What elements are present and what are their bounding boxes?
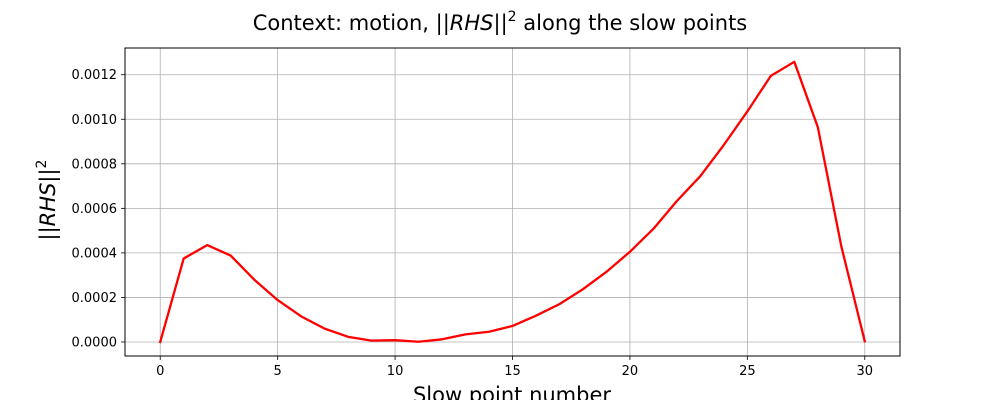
x-tick-label: 30: [856, 364, 873, 379]
x-axis-title: Slow point number: [413, 383, 611, 400]
y-axis-title-suffix: ||: [36, 168, 61, 182]
x-tick-label: 20: [622, 364, 639, 379]
y-axis-title: ||RHS||2: [34, 160, 61, 241]
y-axis-title-superscript: 2: [34, 160, 50, 169]
x-tick-label: 10: [387, 364, 404, 379]
y-tick-label: 0.0000: [72, 335, 118, 350]
y-tick-label: 0.0008: [72, 157, 118, 172]
y-tick-label: 0.0004: [72, 246, 118, 261]
y-axis-title-math: RHS: [36, 183, 60, 227]
series-layer: [158, 60, 867, 344]
chart-title-math: RHS: [450, 11, 494, 35]
series-line: [158, 60, 867, 344]
y-tick-label: 0.0002: [72, 291, 118, 306]
y-tick-label: 0.0012: [72, 68, 118, 83]
x-tick-label: 0: [156, 364, 164, 379]
y-axis-title-prefix: ||: [36, 226, 61, 240]
x-tick-label: 15: [504, 364, 521, 379]
chart-title-tail: along the slow points: [517, 11, 748, 35]
chart-title-prefix: Context: motion, ||: [253, 11, 450, 36]
x-tick-label: 5: [274, 364, 282, 379]
y-tick-label: 0.0006: [72, 202, 118, 217]
chart-title-superscript: 2: [508, 9, 517, 25]
chart-title: Context: motion, ||RHS||2 along the slow…: [253, 9, 748, 36]
y-tick-label: 0.0010: [72, 113, 118, 128]
x-tick-label: 25: [739, 364, 756, 379]
chart-title-suffix: ||: [494, 11, 508, 36]
y-axis-ticks: 0.0000 0.0002 0.0004 0.0006 0.0008 0.0010 0.00…: [72, 68, 125, 350]
x-axis-ticks: 0 5 10 15 20 25 30: [156, 356, 873, 379]
